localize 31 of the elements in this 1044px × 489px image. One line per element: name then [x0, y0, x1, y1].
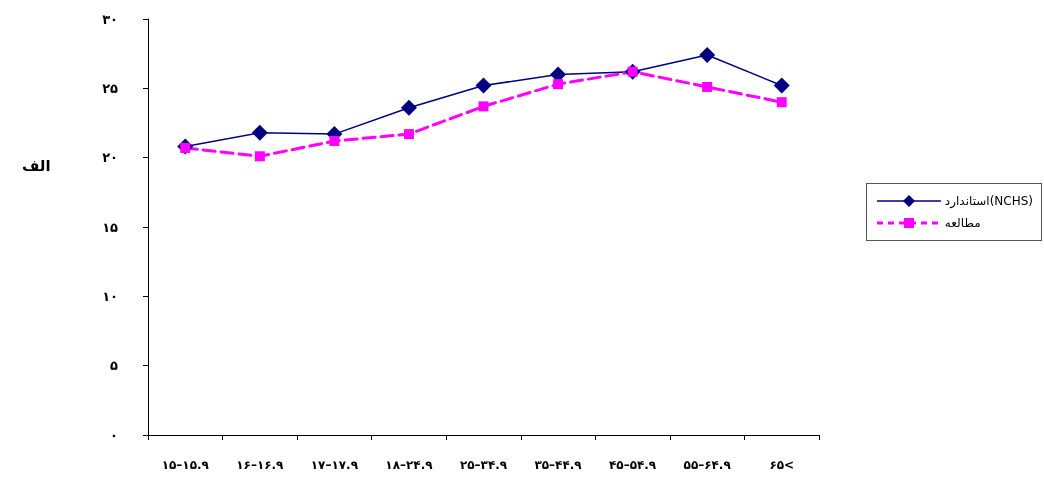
y-tick-label: ۲۵: [102, 80, 119, 96]
point: [251, 124, 268, 141]
x-tick-label: ۶۵<: [769, 458, 795, 472]
point: [699, 47, 716, 64]
y-axis-title: الف: [22, 156, 51, 175]
y-tick-label: ۲۰: [102, 150, 118, 166]
x-tick-label: ۱۵–۱۵.۹: [161, 458, 210, 472]
point: [475, 77, 492, 94]
point: [254, 151, 265, 162]
text: مطالعه: [944, 216, 981, 230]
point: [773, 77, 790, 94]
y-tick-label: ۱۵: [102, 219, 119, 235]
y-tick-label: ۵: [110, 358, 119, 374]
point: [776, 97, 787, 108]
x-tick-label: ۵۵–۶۴.۹: [683, 458, 732, 472]
point: [553, 79, 564, 90]
point: [400, 99, 417, 116]
x-tick-label: ۱۶–۱۶.۹: [236, 458, 285, 472]
y-tick-label: ۰: [110, 427, 118, 443]
point: [702, 81, 713, 92]
x-tick-label: ۱۸–۲۴.۹: [385, 458, 434, 472]
x-tick-label: ۱۷–۱۷.۹: [310, 458, 359, 472]
point: [329, 136, 340, 147]
y-tick-label: ۳۰: [102, 11, 118, 27]
y-tick-label: ۱۰: [102, 288, 118, 304]
point: [478, 101, 489, 112]
x-tick-label: ۲۵–۳۴.۹: [459, 458, 508, 472]
x-tick-label: ۳۵–۴۴.۹: [534, 458, 583, 472]
point: [403, 129, 414, 140]
text: استاندارد(NCHS): [944, 194, 1033, 208]
x-tick-label: ۴۵–۵۴.۹: [609, 458, 657, 472]
